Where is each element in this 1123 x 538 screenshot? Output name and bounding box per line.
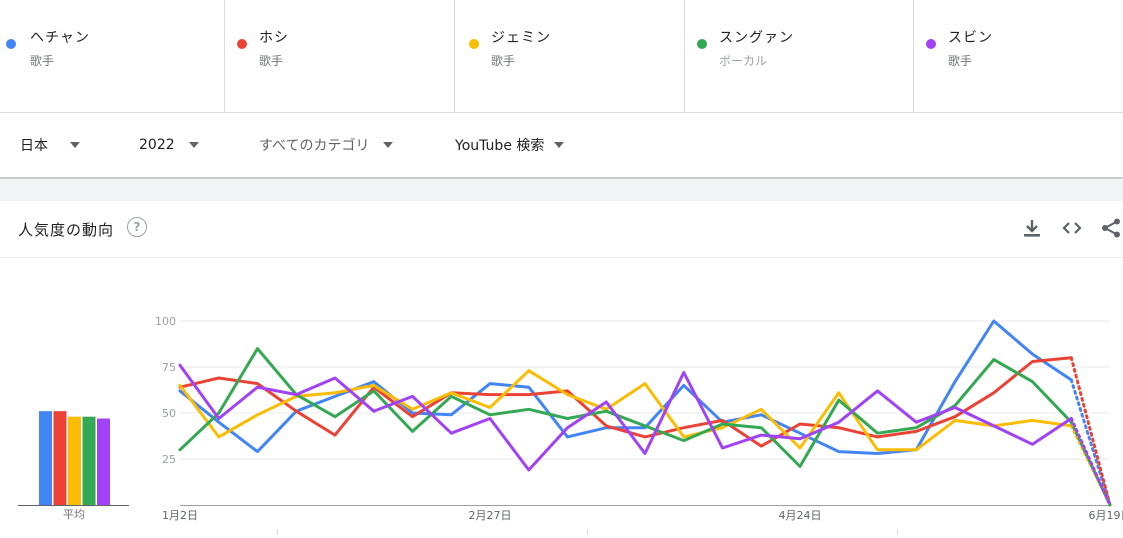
- card-header: 人気度の動向 ?: [0, 201, 1123, 258]
- average-bar-chart: 平均: [18, 411, 129, 521]
- x-tick-label: 1月2日: [162, 509, 198, 522]
- card-title: 人気度の動向: [18, 221, 115, 239]
- average-bar: [39, 411, 52, 505]
- interest-over-time-chart: 25 50 75 100 1月2日 2月27日 4月24日 6月19日: [155, 315, 1123, 535]
- y-tick-label: 50: [162, 407, 176, 420]
- chevron-down-icon: [554, 142, 565, 148]
- term-name: ヘチャン: [30, 30, 90, 46]
- term-category: 歌手: [30, 54, 55, 68]
- period-value: 2022: [139, 137, 175, 153]
- term-category: 歌手: [491, 54, 516, 68]
- series-color-dot: [469, 39, 479, 49]
- download-icon[interactable]: [1022, 217, 1042, 239]
- chevron-down-icon: [70, 142, 80, 148]
- term-category: ボーカル: [719, 54, 768, 68]
- share-icon[interactable]: [1100, 217, 1122, 239]
- term-card-5[interactable]: スビン 歌手: [913, 0, 1123, 112]
- search-type-value: YouTube 検索: [455, 138, 545, 154]
- x-tick-label: 4月24日: [779, 509, 822, 522]
- series-color-dot: [6, 39, 16, 49]
- series-partial-line: [1069, 417, 1112, 507]
- series-color-dot: [237, 39, 247, 49]
- term-card-1[interactable]: ヘチャン 歌手: [0, 0, 224, 112]
- chevron-down-icon: [188, 142, 199, 148]
- comparison-terms: ヘチャン 歌手 ホシ 歌手 ジェミン 歌手 スングァン ボーカル スビン 歌手: [0, 0, 1123, 113]
- series-line[interactable]: [178, 369, 1073, 452]
- y-tick-label: 75: [162, 361, 176, 374]
- average-bar: [97, 418, 110, 505]
- term-card-2[interactable]: ホシ 歌手: [224, 0, 454, 112]
- term-name: スビン: [948, 30, 993, 46]
- section-divider: [0, 179, 1123, 201]
- average-bar: [53, 411, 67, 505]
- embed-code-icon[interactable]: [1061, 217, 1083, 239]
- region-value: 日本: [20, 138, 48, 154]
- x-tick-label: 2月27日: [469, 509, 512, 522]
- category-value: すべてのカテゴリ: [259, 138, 370, 154]
- term-category: 歌手: [259, 54, 284, 68]
- series-color-dot: [926, 39, 936, 49]
- term-name: ジェミン: [491, 30, 551, 46]
- search-type-dropdown[interactable]: YouTube 検索: [455, 113, 565, 177]
- term-card-3[interactable]: ジェミン 歌手: [454, 0, 684, 112]
- term-name: ホシ: [259, 30, 289, 46]
- series-line[interactable]: [178, 356, 1073, 448]
- series-line[interactable]: [178, 363, 1073, 472]
- average-bar: [82, 416, 96, 505]
- period-dropdown[interactable]: 2022: [139, 113, 199, 177]
- series-line[interactable]: [178, 347, 1073, 468]
- help-icon[interactable]: ?: [127, 217, 147, 237]
- series-partial-line: [1069, 356, 1112, 507]
- term-name: スングァン: [719, 30, 794, 46]
- x-tick-label: 6月19日: [1089, 509, 1123, 522]
- term-category: 歌手: [948, 54, 973, 68]
- region-dropdown[interactable]: 日本: [20, 113, 80, 177]
- chevron-down-icon: [383, 142, 394, 148]
- average-label: 平均: [63, 508, 85, 521]
- filter-bar: 日本 2022 すべてのカテゴリ YouTube 検索: [0, 113, 1123, 179]
- term-card-4[interactable]: スングァン ボーカル: [684, 0, 913, 112]
- series-partial-line: [1069, 378, 1112, 507]
- category-dropdown[interactable]: すべてのカテゴリ: [259, 113, 394, 177]
- y-tick-label: 100: [155, 315, 176, 328]
- series-color-dot: [697, 39, 707, 49]
- average-bar: [68, 416, 81, 505]
- y-tick-label: 25: [162, 453, 176, 466]
